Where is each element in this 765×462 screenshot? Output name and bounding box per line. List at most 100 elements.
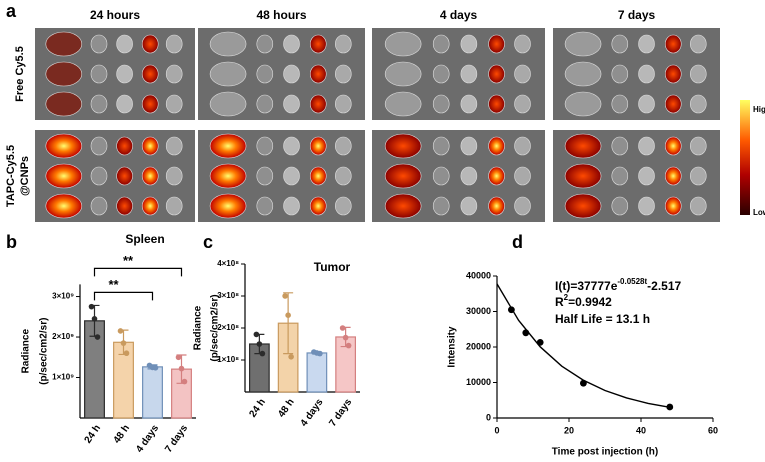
organ bbox=[209, 91, 247, 117]
annotation: I(t)=37777e-0.0528t-2.517 bbox=[555, 277, 682, 293]
organ bbox=[141, 34, 159, 54]
organ bbox=[256, 166, 274, 186]
image-tile bbox=[35, 130, 195, 222]
organ bbox=[141, 196, 159, 216]
significance-bracket bbox=[93, 291, 154, 301]
data-point bbox=[522, 329, 530, 337]
colorbar-high: High bbox=[753, 105, 765, 114]
organ bbox=[141, 136, 159, 156]
organ bbox=[141, 166, 159, 186]
organ bbox=[664, 94, 682, 114]
organ bbox=[432, 196, 450, 216]
y-tick-label: 30000 bbox=[466, 306, 491, 316]
organ bbox=[256, 196, 274, 216]
bar bbox=[306, 352, 328, 393]
organ bbox=[664, 64, 682, 84]
data-point bbox=[666, 403, 674, 411]
image-tile bbox=[553, 28, 720, 120]
organ bbox=[283, 166, 300, 186]
panel-label: d bbox=[512, 232, 523, 252]
organ bbox=[45, 193, 83, 219]
organ bbox=[638, 196, 655, 216]
organ bbox=[256, 34, 274, 54]
organ bbox=[141, 94, 159, 114]
organ bbox=[611, 166, 629, 186]
organ bbox=[689, 136, 707, 156]
x-tick-label: 7 days bbox=[327, 397, 354, 429]
organ bbox=[384, 61, 422, 87]
organ bbox=[460, 136, 478, 156]
data-point bbox=[259, 350, 266, 357]
data-point bbox=[508, 306, 515, 314]
organ bbox=[384, 31, 422, 57]
organ bbox=[209, 31, 247, 57]
organ bbox=[564, 133, 602, 159]
y-tick-label: 2×10⁸ bbox=[217, 323, 239, 332]
panel-label: b bbox=[6, 232, 17, 252]
y-tick-label: 3×10⁸ bbox=[217, 291, 239, 300]
y-axis-label: Radiance bbox=[21, 329, 32, 374]
organ bbox=[514, 34, 531, 54]
organ bbox=[514, 64, 531, 84]
chart-title: Tumor bbox=[314, 260, 351, 274]
organ bbox=[309, 136, 327, 156]
significance-label: ** bbox=[123, 253, 134, 268]
organ bbox=[664, 34, 682, 54]
organ bbox=[611, 64, 629, 84]
organ bbox=[689, 196, 707, 216]
organ bbox=[209, 193, 247, 219]
organ bbox=[384, 133, 422, 159]
organ bbox=[432, 166, 450, 186]
organ bbox=[514, 94, 531, 114]
y-axis-label: (p/sec/cm2/sr) bbox=[210, 294, 221, 361]
x-tick-label: 20 bbox=[564, 425, 574, 435]
data-point bbox=[288, 354, 294, 360]
organ bbox=[564, 31, 602, 57]
x-tick-label: 4 days bbox=[134, 423, 161, 455]
organ bbox=[611, 94, 629, 114]
error-bar bbox=[283, 292, 294, 355]
data-point bbox=[178, 365, 185, 372]
organ bbox=[209, 133, 247, 159]
organ bbox=[638, 64, 655, 84]
data-point bbox=[88, 303, 95, 310]
organ bbox=[564, 193, 602, 219]
data-point bbox=[152, 364, 159, 371]
significance-bracket bbox=[93, 267, 183, 277]
organ bbox=[384, 193, 422, 219]
image-tile bbox=[198, 130, 365, 222]
y-axis-label: Intensity bbox=[447, 326, 458, 368]
organ bbox=[283, 94, 300, 114]
data-point bbox=[120, 340, 127, 346]
column-label: 48 hours bbox=[256, 8, 306, 22]
organ bbox=[432, 136, 450, 156]
image-tile bbox=[372, 28, 545, 120]
organ bbox=[334, 64, 352, 84]
organ bbox=[309, 64, 327, 84]
data-point bbox=[580, 379, 587, 387]
organ bbox=[638, 34, 655, 54]
organ bbox=[460, 64, 478, 84]
organ bbox=[488, 196, 505, 216]
organ bbox=[514, 196, 531, 216]
organ bbox=[488, 136, 505, 156]
organ bbox=[283, 196, 300, 216]
organ bbox=[116, 166, 133, 186]
x-tick-label: 60 bbox=[708, 425, 718, 435]
data-point bbox=[285, 312, 291, 319]
organ bbox=[90, 64, 108, 84]
y-tick-label: 1×10⁹ bbox=[52, 373, 74, 382]
organ bbox=[611, 34, 629, 54]
data-point bbox=[536, 338, 544, 346]
organ bbox=[309, 34, 327, 54]
organ bbox=[309, 94, 327, 114]
organ bbox=[283, 136, 300, 156]
significance-label: ** bbox=[108, 277, 119, 292]
organ bbox=[460, 34, 478, 54]
organ bbox=[488, 94, 505, 114]
organ bbox=[334, 94, 352, 114]
data-point bbox=[175, 354, 182, 361]
x-axis-label: Time post injection (h) bbox=[552, 447, 658, 458]
organ bbox=[460, 196, 478, 216]
organ bbox=[432, 34, 450, 54]
